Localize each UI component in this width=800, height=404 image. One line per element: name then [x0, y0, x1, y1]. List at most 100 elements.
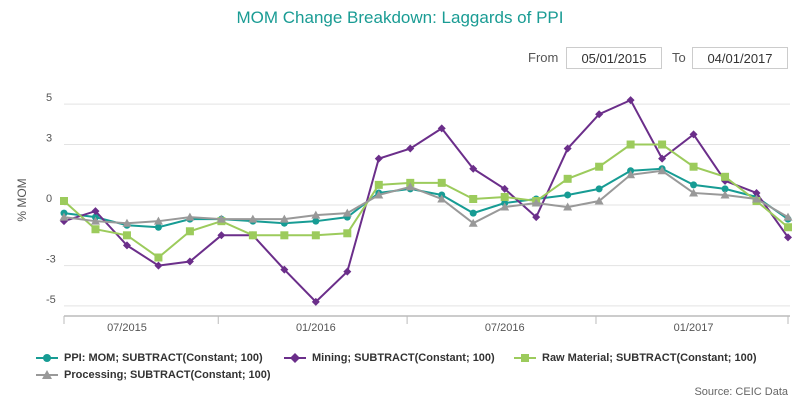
data-point[interactable] [185, 212, 195, 221]
from-label: From [528, 50, 559, 65]
data-point[interactable] [720, 190, 730, 199]
data-point[interactable] [689, 130, 698, 139]
data-point[interactable] [563, 174, 572, 183]
data-point[interactable] [468, 218, 478, 227]
chart-title: MOM Change Breakdown: Laggards of PPI [236, 8, 564, 27]
data-point[interactable] [185, 227, 194, 236]
data-point[interactable] [154, 223, 162, 231]
data-point[interactable] [60, 197, 68, 206]
data-point[interactable] [437, 178, 446, 187]
data-point[interactable] [122, 231, 131, 240]
data-point[interactable] [532, 213, 541, 222]
data-point[interactable] [594, 196, 604, 205]
data-point[interactable] [374, 180, 383, 189]
data-point[interactable] [752, 194, 762, 203]
data-point[interactable] [437, 124, 446, 133]
data-point[interactable] [311, 297, 320, 306]
grid-lines [64, 103, 790, 307]
data-point[interactable] [90, 216, 100, 225]
legend-raw-material[interactable]: Raw Material; SUBTRACT(Constant; 100) [542, 352, 757, 364]
data-point[interactable] [658, 154, 667, 163]
x-tick-label: 01/2017 [674, 322, 714, 334]
data-point[interactable] [280, 265, 289, 274]
data-point[interactable] [122, 218, 132, 227]
data-point[interactable] [122, 241, 131, 250]
series-2 [60, 140, 792, 262]
data-point[interactable] [531, 198, 541, 207]
data-point[interactable] [217, 231, 226, 240]
legend-mining[interactable]: Mining; SUBTRACT(Constant; 100) [312, 352, 495, 364]
data-point[interactable] [690, 181, 698, 189]
to-date-input[interactable]: 04/01/2017 [692, 47, 788, 69]
x-tick-label: 07/2015 [107, 322, 147, 334]
data-point[interactable] [343, 229, 352, 238]
data-point[interactable] [595, 185, 603, 193]
data-point[interactable] [406, 144, 415, 153]
data-point[interactable] [721, 172, 730, 181]
source-note: Source: CEIC Data [694, 386, 788, 398]
data-point[interactable] [689, 162, 698, 171]
data-point[interactable] [279, 214, 289, 223]
data-point[interactable] [154, 253, 163, 262]
legend-raw-material-icon [514, 354, 536, 362]
data-point[interactable] [500, 192, 509, 201]
data-point[interactable] [784, 233, 792, 242]
y-tick-label: -5 [46, 294, 56, 306]
data-point[interactable] [564, 191, 572, 199]
legend-ppi-icon [36, 354, 58, 362]
data-point[interactable] [311, 231, 320, 240]
data-point[interactable] [312, 217, 320, 225]
legend-ppi[interactable]: PPI: MOM; SUBTRACT(Constant; 100) [64, 352, 263, 364]
data-point[interactable] [721, 185, 729, 193]
data-point[interactable] [563, 144, 572, 153]
data-point[interactable] [658, 140, 667, 149]
data-point[interactable] [59, 212, 69, 221]
series-3 [59, 166, 793, 227]
data-point[interactable] [185, 257, 194, 266]
data-point[interactable] [216, 214, 226, 223]
y-axis-label: % MOM [15, 178, 29, 221]
data-point[interactable] [657, 166, 667, 175]
data-point[interactable] [595, 162, 604, 171]
legend-processing-icon [36, 370, 58, 379]
data-point[interactable] [311, 210, 321, 219]
data-point[interactable] [626, 140, 635, 149]
data-point[interactable] [405, 182, 415, 191]
data-point[interactable] [563, 202, 573, 211]
y-tick-label: 0 [46, 193, 52, 205]
data-point[interactable] [342, 208, 352, 217]
data-point[interactable] [248, 214, 258, 223]
series-layer [59, 96, 793, 306]
legend-processing[interactable]: Processing; SUBTRACT(Constant; 100) [64, 369, 271, 381]
data-point[interactable] [374, 154, 383, 163]
data-point[interactable] [626, 170, 636, 179]
x-tick-label: 01/2016 [296, 322, 336, 334]
axes: 5 3 0 -3 -5 07/2015 01/2016 07/2016 01/2017 [46, 92, 790, 334]
data-point[interactable] [343, 267, 352, 276]
data-point[interactable] [153, 216, 163, 225]
data-point[interactable] [783, 212, 793, 221]
data-point[interactable] [280, 231, 289, 240]
data-point[interactable] [469, 209, 477, 217]
from-date-input[interactable]: 05/01/2015 [566, 47, 662, 69]
y-tick-label: -3 [46, 254, 56, 266]
x-tick-label: 07/2016 [485, 322, 525, 334]
series-0 [60, 165, 792, 231]
data-point[interactable] [500, 202, 510, 211]
data-point[interactable] [248, 231, 257, 240]
data-point[interactable] [595, 110, 604, 119]
data-point[interactable] [154, 261, 163, 270]
to-label: To [672, 50, 686, 65]
data-point[interactable] [469, 164, 478, 173]
series-1 [60, 96, 792, 306]
data-point[interactable] [626, 96, 635, 105]
data-point[interactable] [500, 184, 509, 193]
data-point[interactable] [752, 188, 761, 197]
data-point[interactable] [469, 194, 478, 203]
data-point[interactable] [689, 188, 699, 197]
data-point[interactable] [437, 194, 447, 203]
data-point[interactable] [91, 225, 100, 234]
data-point[interactable] [91, 207, 100, 216]
data-point[interactable] [374, 190, 384, 199]
data-point[interactable] [784, 223, 792, 232]
